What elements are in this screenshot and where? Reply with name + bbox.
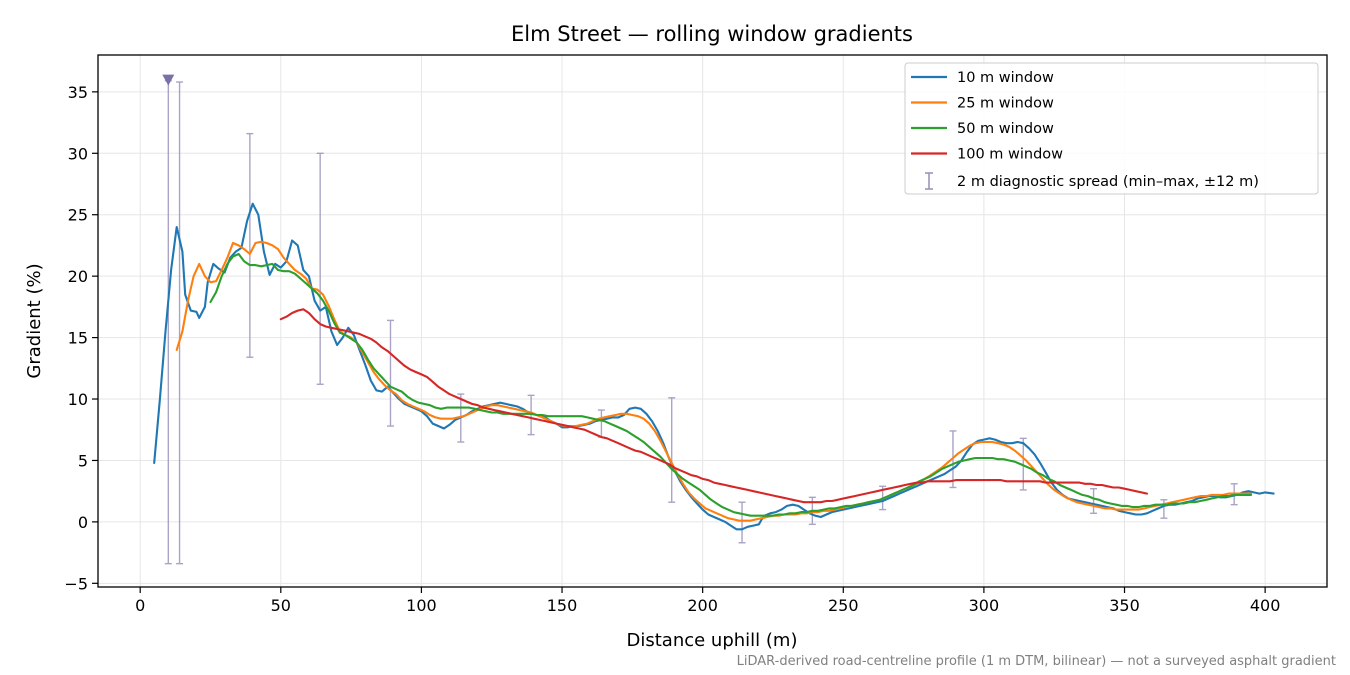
legend: 10 m window 25 m window 50 m window 100 m w… <box>904 62 1319 195</box>
y-axis-ticks: −5 0 5 10 15 20 25 30 35 <box>64 83 98 593</box>
error-bar <box>1090 488 1098 514</box>
y-tick-label: 10 <box>68 390 88 409</box>
plot-frame <box>97 54 1328 588</box>
error-bar <box>386 319 394 427</box>
x-tick-label: 50 <box>271 596 291 615</box>
x-tick-label: 150 <box>547 596 578 615</box>
x-tick-label: 300 <box>969 596 1000 615</box>
error-bar <box>316 152 324 385</box>
legend-label: 100 m window <box>957 147 1063 163</box>
y-tick-label: 15 <box>68 329 88 348</box>
y-tick-label: 35 <box>68 83 88 102</box>
x-tick-label: 250 <box>828 596 859 615</box>
series-line-3 <box>279 308 1149 504</box>
x-tick-label: 0 <box>135 596 145 615</box>
series-line-2 <box>209 252 1253 517</box>
y-tick-label: 30 <box>68 144 88 163</box>
series-lines <box>153 202 1275 531</box>
clipped-marker <box>162 74 175 86</box>
y-tick-label: −5 <box>64 574 88 593</box>
legend-swatch-errorbar <box>925 172 933 190</box>
footnote: LiDAR-derived road-centreline profile (1… <box>737 654 1336 669</box>
legend-box <box>904 62 1319 195</box>
x-axis-title: Distance uphill (m) <box>627 630 798 651</box>
x-tick-label: 400 <box>1250 596 1281 615</box>
plot-area <box>153 74 1275 565</box>
legend-label: 10 m window <box>957 70 1054 86</box>
x-tick-label: 100 <box>406 596 437 615</box>
error-bar <box>668 397 676 503</box>
y-tick-label: 0 <box>78 513 88 532</box>
y-tick-label: 5 <box>78 451 88 470</box>
error-bar <box>246 132 254 358</box>
error-bar <box>176 81 184 565</box>
error-bar <box>738 501 746 544</box>
legend-label: 2 m diagnostic spread (min–max, ±12 m) <box>957 174 1259 190</box>
y-tick-label: 25 <box>68 206 88 225</box>
error-bar <box>1160 499 1168 519</box>
error-bar <box>527 394 535 436</box>
legend-label: 25 m window <box>957 96 1054 112</box>
legend-label: 50 m window <box>957 121 1054 137</box>
y-axis-title: Gradient (%) <box>24 263 45 378</box>
chart-title: Elm Street — rolling window gradients <box>511 22 913 46</box>
x-tick-label: 350 <box>1109 596 1140 615</box>
clipped-markers <box>162 74 175 86</box>
x-tick-label: 200 <box>687 596 718 615</box>
y-tick-label: 20 <box>68 267 88 286</box>
series-line-0 <box>153 202 1275 531</box>
x-axis-ticks: 0 50 100 150 200 250 300 350 400 <box>135 587 1280 615</box>
